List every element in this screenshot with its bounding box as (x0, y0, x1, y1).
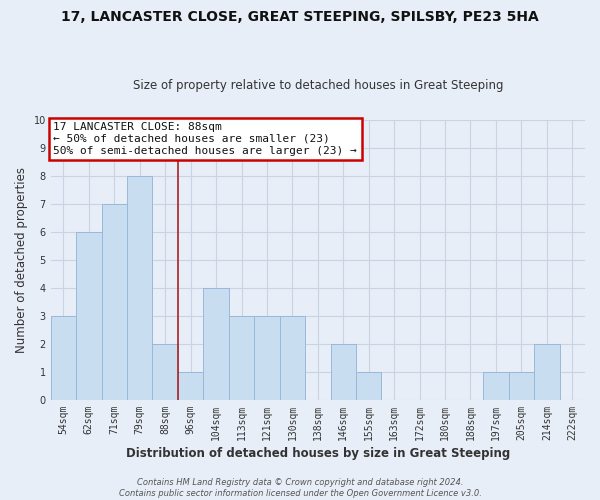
Bar (356, 372, 382, 400)
Bar (280, 316, 305, 400)
Bar (254, 316, 280, 400)
Bar (229, 316, 254, 400)
Bar (509, 372, 534, 400)
Bar (203, 288, 229, 400)
Bar (127, 176, 152, 400)
Bar (331, 344, 356, 400)
Text: 17 LANCASTER CLOSE: 88sqm
← 50% of detached houses are smaller (23)
50% of semi-: 17 LANCASTER CLOSE: 88sqm ← 50% of detac… (53, 122, 357, 156)
Title: Size of property relative to detached houses in Great Steeping: Size of property relative to detached ho… (133, 79, 503, 92)
Y-axis label: Number of detached properties: Number of detached properties (15, 167, 28, 353)
Bar (76, 232, 101, 400)
Bar (483, 372, 509, 400)
Bar (152, 344, 178, 400)
Bar (50, 316, 76, 400)
Bar (178, 372, 203, 400)
Text: Contains HM Land Registry data © Crown copyright and database right 2024.
Contai: Contains HM Land Registry data © Crown c… (119, 478, 481, 498)
Bar (101, 204, 127, 400)
Text: 17, LANCASTER CLOSE, GREAT STEEPING, SPILSBY, PE23 5HA: 17, LANCASTER CLOSE, GREAT STEEPING, SPI… (61, 10, 539, 24)
X-axis label: Distribution of detached houses by size in Great Steeping: Distribution of detached houses by size … (126, 447, 510, 460)
Bar (534, 344, 560, 400)
